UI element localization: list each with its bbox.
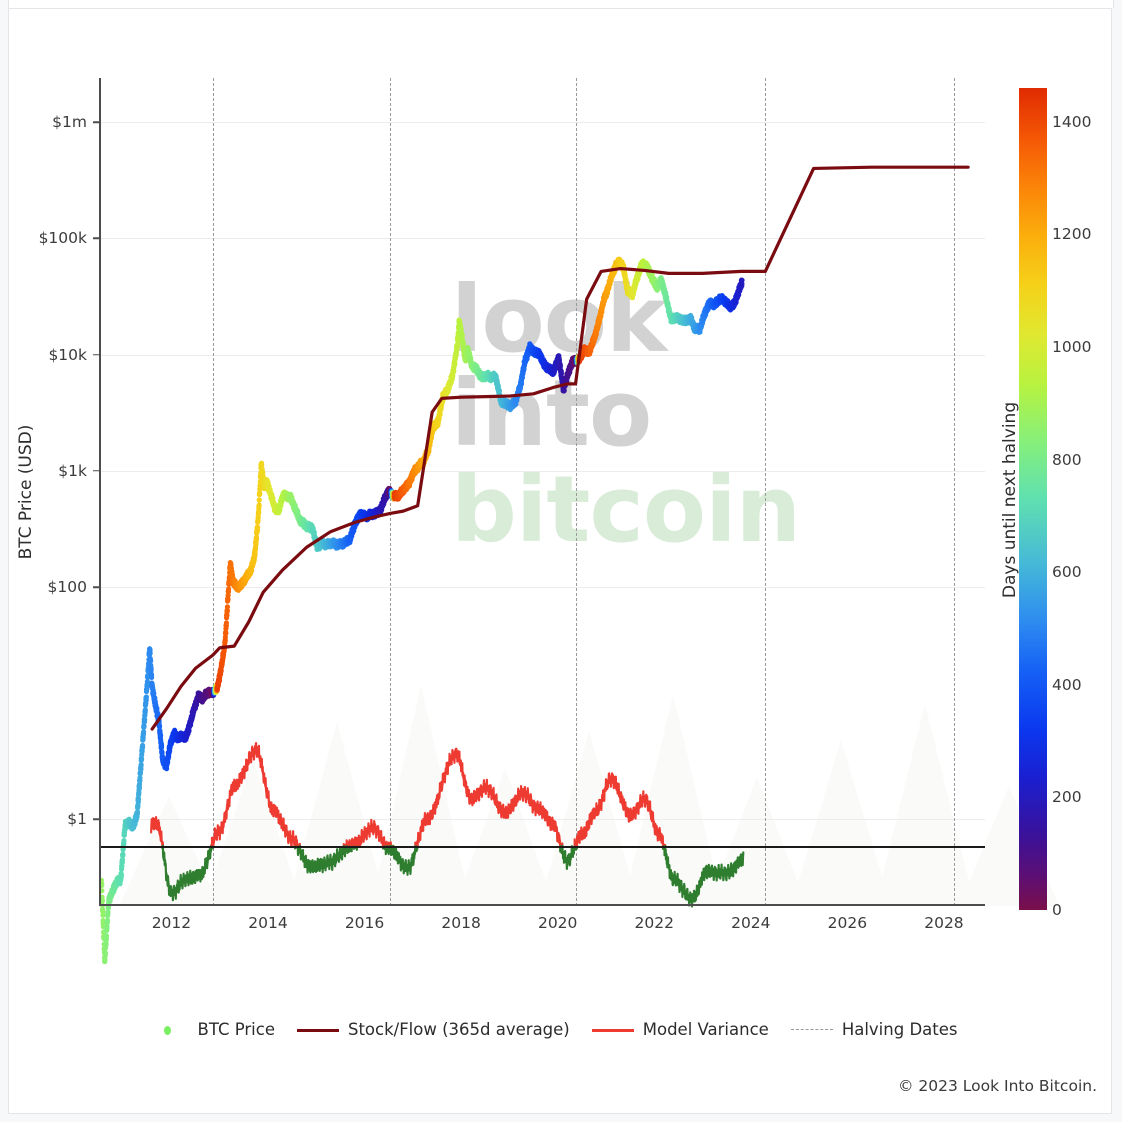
x-tick-label: 2026 bbox=[827, 914, 868, 932]
x-tick-label: 2022 bbox=[634, 914, 674, 932]
legend-item-btc-price[interactable]: BTC Price bbox=[147, 1020, 275, 1039]
x-tick-label: 2028 bbox=[924, 914, 964, 932]
legend-label: Halving Dates bbox=[841, 1020, 958, 1039]
background-triangle bbox=[875, 703, 975, 906]
series-canvas bbox=[98, 165, 970, 965]
y-tick-label: $10k bbox=[48, 345, 87, 364]
colorbar-label: Days until next halving bbox=[1000, 401, 1020, 599]
y-tick-mark bbox=[93, 353, 100, 356]
colorbar-tick-label: 1000 bbox=[1052, 337, 1092, 356]
legend-item-model-variance[interactable]: Model Variance bbox=[591, 1020, 769, 1039]
halving-date-line bbox=[953, 78, 955, 906]
y-tick-mark bbox=[93, 237, 100, 240]
y-tick-mark bbox=[93, 121, 100, 123]
window-top-strip bbox=[8, 0, 1114, 9]
y-tick-mark bbox=[93, 818, 100, 821]
colorbar-tick-label: 600 bbox=[1052, 563, 1082, 582]
x-axis-line bbox=[99, 904, 985, 906]
legend-label: BTC Price bbox=[197, 1020, 275, 1039]
halving-date-line bbox=[575, 78, 577, 906]
x-tick-label: 2012 bbox=[151, 914, 192, 932]
legend-label: Model Variance bbox=[642, 1020, 769, 1039]
legend-marker bbox=[591, 1022, 634, 1038]
legend-dot-icon bbox=[163, 1025, 171, 1035]
gridline bbox=[99, 587, 985, 589]
y-tick-mark bbox=[93, 470, 100, 472]
chart-legend: BTC Price Stock/Flow (365d average) Model … bbox=[0, 1020, 1104, 1039]
x-tick-label: 2016 bbox=[344, 914, 385, 932]
colorbar-tick-label: 200 bbox=[1052, 788, 1082, 807]
halving-date-line bbox=[212, 78, 214, 906]
legend-marker bbox=[147, 1022, 189, 1038]
legend-item-stock-flow-365d-average[interactable]: Stock/Flow (365d average) bbox=[296, 1020, 570, 1039]
btc-price-scatter bbox=[98, 256, 745, 965]
colorbar-tick-label: 400 bbox=[1052, 675, 1082, 694]
legend-line-icon bbox=[591, 1028, 634, 1032]
legend-marker bbox=[296, 1022, 339, 1038]
y-tick-label: $100 bbox=[47, 578, 87, 597]
y-tick-mark bbox=[93, 586, 100, 588]
gridline bbox=[99, 122, 985, 124]
gridline bbox=[99, 819, 985, 821]
y-tick-label: $100k bbox=[38, 229, 87, 248]
background-triangle bbox=[287, 722, 387, 906]
stock-flow-line bbox=[150, 165, 970, 731]
gridline bbox=[99, 470, 985, 472]
y-tick-label: $1m bbox=[52, 113, 87, 132]
legend-marker bbox=[790, 1022, 833, 1038]
y-tick-label: $1k bbox=[58, 461, 87, 480]
x-tick-label: 2020 bbox=[537, 914, 578, 932]
legend-dashed-line-icon bbox=[790, 1028, 833, 1030]
colorbar-tick-label: 1400 bbox=[1052, 112, 1092, 131]
halving-date-line bbox=[765, 78, 767, 906]
model-variance-line bbox=[150, 741, 745, 908]
background-triangle bbox=[791, 740, 891, 906]
copyright-text: © 2023 Look Into Bitcoin. bbox=[898, 1077, 1097, 1095]
legend-line-icon bbox=[296, 1028, 339, 1032]
legend-label: Stock/Flow (365d average) bbox=[347, 1020, 570, 1039]
y-tick-label: $1 bbox=[67, 810, 87, 829]
x-tick-label: 2024 bbox=[731, 914, 771, 932]
background-triangle bbox=[707, 777, 807, 906]
x-tick-label: 2014 bbox=[248, 914, 288, 932]
legend-item-halving-dates[interactable]: Halving Dates bbox=[790, 1020, 958, 1039]
y-axis-line bbox=[99, 78, 101, 906]
background-triangle bbox=[455, 768, 555, 906]
y-axis-label: BTC Price (USD) bbox=[16, 424, 36, 560]
colorbar-tick-label: 1200 bbox=[1052, 225, 1092, 244]
colorbar-tick-label: 800 bbox=[1052, 450, 1082, 469]
background-triangle bbox=[371, 685, 471, 906]
x-tick-label: 2018 bbox=[441, 914, 481, 932]
chart-card bbox=[8, 8, 1112, 1114]
colorbar-gradient bbox=[1019, 88, 1047, 910]
plot-area: look into bitcoin bbox=[98, 78, 1059, 965]
variance-zero-line bbox=[99, 846, 985, 848]
gridline bbox=[99, 238, 985, 240]
colorbar-tick-label: 0 bbox=[1052, 901, 1062, 919]
